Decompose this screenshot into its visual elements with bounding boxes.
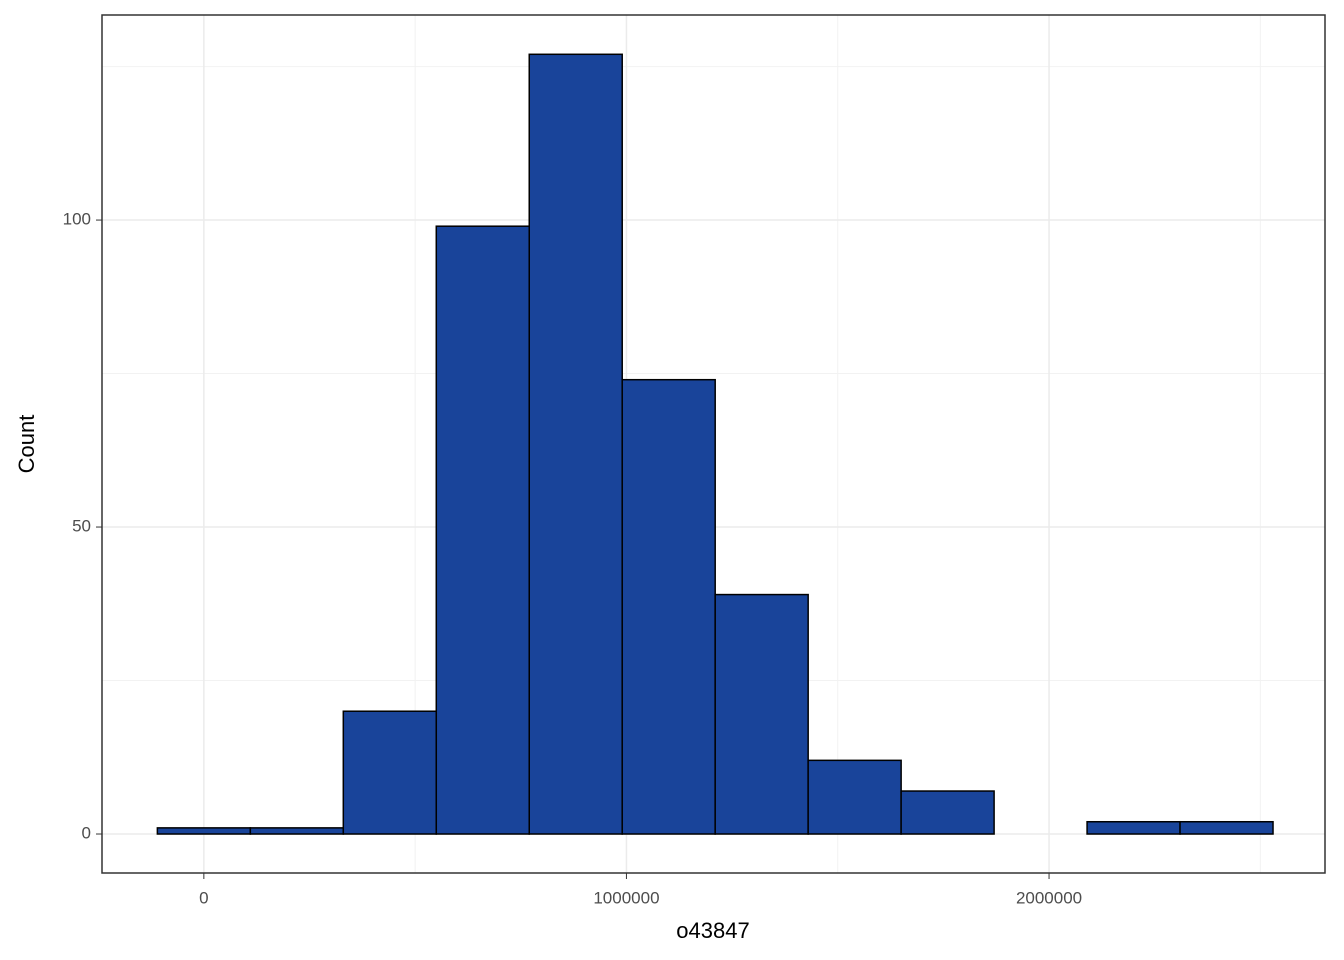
bar bbox=[528, 53, 623, 835]
bar bbox=[807, 759, 902, 835]
bar bbox=[342, 710, 438, 835]
x-tick-label: 1000000 bbox=[593, 888, 659, 907]
bar bbox=[621, 378, 716, 835]
bar bbox=[1179, 820, 1274, 835]
bar bbox=[1086, 820, 1181, 835]
y-tick-label: 0 bbox=[82, 823, 91, 842]
bar bbox=[714, 593, 809, 835]
y-tick-label: 100 bbox=[63, 210, 91, 229]
bar bbox=[156, 827, 252, 835]
x-tick-label: 2000000 bbox=[1016, 888, 1082, 907]
x-tick-label: 0 bbox=[199, 888, 208, 907]
bar bbox=[435, 225, 530, 835]
y-axis-title: Count bbox=[14, 415, 39, 474]
y-tick-label: 50 bbox=[72, 517, 91, 536]
bar bbox=[249, 827, 345, 835]
plot-border bbox=[101, 14, 1326, 874]
x-axis-title: o43847 bbox=[676, 918, 749, 943]
bar bbox=[900, 790, 995, 835]
